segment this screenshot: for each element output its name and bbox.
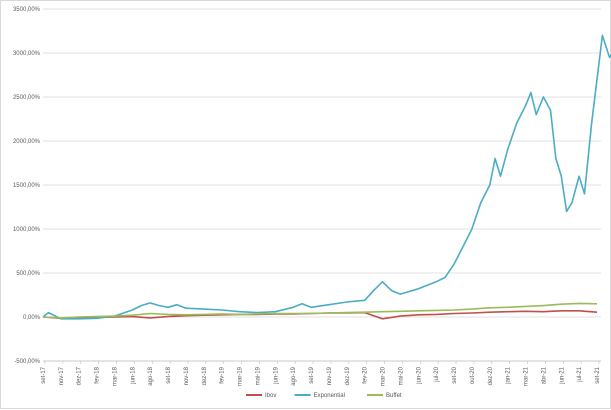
x-tick-label: dez-17 (77, 366, 83, 385)
legend-label: Exponential (314, 393, 345, 399)
y-tick-label: 2500,00% (13, 95, 41, 101)
y-tick-label: 3500,00% (13, 7, 41, 13)
x-tick-label: set-19 (309, 366, 315, 383)
x-tick-label: set-20 (452, 366, 458, 383)
y-tick-label: 500,00% (16, 271, 40, 277)
x-tick-label: mar-18 (112, 366, 118, 386)
x-tick-label: jun-18 (130, 366, 136, 384)
y-tick-label: 0,00% (23, 315, 41, 321)
y-tick-label: -500,00% (14, 359, 40, 365)
x-tick-label: mai-19 (255, 366, 261, 385)
y-tick-label: 1000,00% (13, 227, 41, 233)
x-tick-label: set-18 (166, 366, 172, 383)
x-tick-label: fev-20 (363, 366, 369, 383)
gridlines (43, 8, 601, 362)
x-tick-label: nov-17 (59, 366, 65, 385)
x-tick-label: jun-21 (559, 366, 565, 384)
x-tick-label: nov-18 (184, 366, 190, 385)
series-line-exponential (42, 34, 611, 320)
x-tick-label: jun-19 (273, 366, 279, 384)
x-tick-label: ago-19 (291, 366, 297, 385)
x-tick-label: ago-18 (148, 366, 154, 385)
y-axis-tick-labels: -500,00% 0,00% 500,00% 1000,00% 1500,00% 2000… (13, 7, 41, 365)
x-tick-label: jan-21 (506, 366, 512, 384)
x-tick-label: abr-21 (541, 366, 547, 384)
x-tick-label: set-21 (595, 366, 601, 383)
x-tick-label: out-20 (470, 366, 476, 384)
x-tick-label: set-17 (41, 366, 47, 383)
x-tick-label: jun-20 (416, 366, 422, 384)
x-tick-label: dez-20 (488, 366, 494, 385)
x-axis-tick-labels: set-17 nov-17 dez-17 fev-18 mar-18 jun-18 ago-… (41, 360, 601, 386)
x-tick-label: jul-20 (434, 366, 440, 382)
legend: Ibov Exponential Buffet (246, 393, 402, 399)
series-lines (42, 34, 611, 320)
x-tick-label: mai-20 (398, 366, 404, 385)
x-tick-label: jul-21 (577, 366, 583, 382)
y-tick-label: 2000,00% (13, 139, 41, 145)
x-tick-label: dez-18 (202, 366, 208, 385)
x-tick-label: dez-19 (345, 366, 351, 385)
x-tick-label: fev-19 (220, 366, 226, 383)
y-tick-label: 3000,00% (13, 51, 41, 57)
x-tick-label: mar-21 (524, 366, 530, 386)
x-tick-label: mar-20 (381, 366, 387, 386)
x-tick-label: mar-19 (238, 366, 244, 386)
y-tick-label: 1500,00% (13, 183, 41, 189)
legend-label: Buffet (386, 393, 402, 399)
series-line-buffet (42, 302, 598, 319)
legend-label: Ibov (265, 393, 276, 399)
x-tick-label: fev-18 (95, 366, 101, 383)
x-tick-label: nov-19 (327, 366, 333, 385)
